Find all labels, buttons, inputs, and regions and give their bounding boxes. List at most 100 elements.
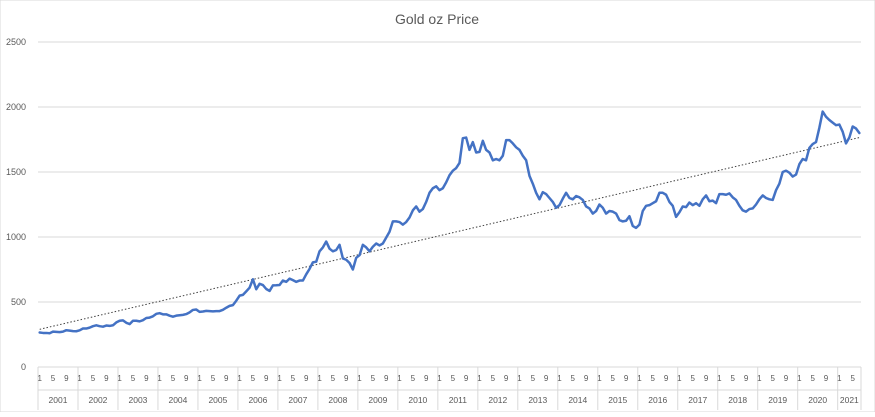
month-tick-label: 9 [504, 374, 509, 383]
month-tick-label: 9 [144, 374, 149, 383]
month-tick-label: 9 [544, 374, 549, 383]
year-label-2006: 2006 [248, 395, 267, 405]
year-label-2001: 2001 [49, 395, 68, 405]
month-tick-label: 9 [304, 374, 309, 383]
y-tick-label-2000: 2000 [6, 102, 26, 112]
month-tick-label: 5 [730, 374, 735, 383]
month-tick-label: 9 [784, 374, 789, 383]
year-label-2011: 2011 [449, 395, 468, 405]
month-tick-label: 1 [757, 374, 762, 383]
y-axis-ticks: 0 500 1000 1500 2000 2500 [6, 37, 26, 372]
month-tick-label: 5 [331, 374, 336, 383]
month-tick-label: 1 [637, 374, 642, 383]
year-label-2015: 2015 [608, 395, 627, 405]
year-label-2002: 2002 [89, 395, 108, 405]
month-tick-label: 1 [837, 374, 842, 383]
y-tick-label-500: 500 [11, 297, 26, 307]
month-tick-label: 1 [157, 374, 162, 383]
month-tick-label: 1 [437, 374, 442, 383]
month-tick-label: 9 [704, 374, 709, 383]
year-label-2007: 2007 [288, 395, 307, 405]
year-label-2013: 2013 [528, 395, 547, 405]
month-tick-label: 5 [810, 374, 815, 383]
month-tick-label: 9 [264, 374, 269, 383]
month-tick-label: 9 [624, 374, 629, 383]
month-tick-label: 5 [171, 374, 176, 383]
year-label-2004: 2004 [168, 395, 187, 405]
month-tick-label: 1 [397, 374, 402, 383]
month-tick-label: 5 [850, 374, 855, 383]
month-tick-label: 1 [717, 374, 722, 383]
year-label-2019: 2019 [768, 395, 787, 405]
y-tick-label-1500: 1500 [6, 167, 26, 177]
month-tick-label: 5 [611, 374, 616, 383]
y-tick-label-0: 0 [21, 362, 26, 372]
month-tick-label: 9 [584, 374, 589, 383]
year-label-2005: 2005 [208, 395, 227, 405]
month-tick-label: 1 [237, 374, 242, 383]
year-label-2012: 2012 [488, 395, 507, 405]
month-tick-label: 5 [291, 374, 296, 383]
month-tick-label: 5 [251, 374, 256, 383]
month-tick-label: 9 [424, 374, 429, 383]
chart-title: Gold oz Price [395, 11, 479, 27]
month-tick-label: 1 [77, 374, 82, 383]
year-label-2009: 2009 [368, 395, 387, 405]
y-tick-label-1000: 1000 [6, 232, 26, 242]
year-label-2016: 2016 [648, 395, 667, 405]
month-tick-label: 5 [691, 374, 696, 383]
month-tick-label: 5 [411, 374, 416, 383]
year-label-2020: 2020 [808, 395, 827, 405]
year-label-2014: 2014 [568, 395, 587, 405]
month-tick-label: 9 [104, 374, 109, 383]
month-tick-label: 1 [677, 374, 682, 383]
month-tick-label: 9 [344, 374, 349, 383]
month-tick-label: 9 [744, 374, 749, 383]
month-tick-label: 5 [51, 374, 56, 383]
trendline-layer [39, 137, 860, 330]
year-label-2003: 2003 [128, 395, 147, 405]
month-tick-label: 5 [571, 374, 576, 383]
month-tick-label: 5 [131, 374, 136, 383]
month-tick-label: 1 [197, 374, 202, 383]
month-tick-label: 1 [357, 374, 362, 383]
month-tick-label: 9 [184, 374, 189, 383]
gridlines [38, 41, 861, 368]
year-label-2008: 2008 [328, 395, 347, 405]
month-tick-label: 1 [317, 374, 322, 383]
y-tick-label-2500: 2500 [6, 37, 26, 47]
year-label-2021: 2021 [840, 395, 859, 405]
series-layer [38, 110, 861, 335]
month-tick-label: 1 [37, 374, 42, 383]
month-tick-label: 9 [824, 374, 829, 383]
month-tick-label: 9 [384, 374, 389, 383]
year-label-2017: 2017 [688, 395, 707, 405]
month-tick-label: 5 [651, 374, 656, 383]
year-label-2010: 2010 [408, 395, 427, 405]
month-tick-label: 5 [451, 374, 456, 383]
month-tick-label: 5 [211, 374, 216, 383]
month-tick-label: 9 [224, 374, 229, 383]
month-tick-label: 1 [797, 374, 802, 383]
month-tick-label: 5 [491, 374, 496, 383]
month-tick-label: 9 [64, 374, 69, 383]
series-line-0 [38, 110, 861, 335]
month-tick-label: 5 [770, 374, 775, 383]
year-label-2018: 2018 [728, 395, 747, 405]
month-tick-label: 5 [91, 374, 96, 383]
month-tick-label: 5 [371, 374, 376, 383]
month-tick-label: 9 [664, 374, 669, 383]
month-tick-label: 1 [117, 374, 122, 383]
trendline [39, 137, 860, 330]
month-tick-label: 1 [517, 374, 522, 383]
month-tick-label: 5 [531, 374, 536, 383]
month-tick-label: 9 [464, 374, 469, 383]
month-tick-label: 1 [597, 374, 602, 383]
month-tick-label: 1 [477, 374, 482, 383]
month-tick-label: 1 [557, 374, 562, 383]
month-tick-label: 1 [277, 374, 282, 383]
